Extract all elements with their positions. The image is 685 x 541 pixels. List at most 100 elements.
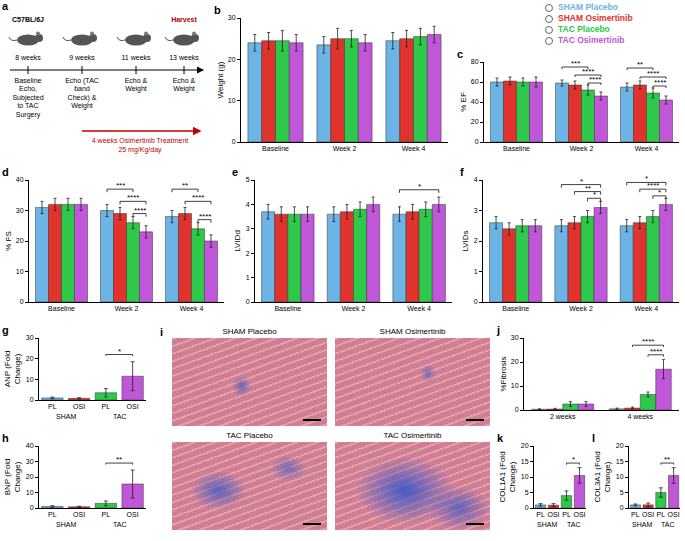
svg-text:10: 10: [511, 382, 519, 389]
svg-text:**: **: [664, 455, 670, 464]
svg-text:2 weeks: 2 weeks: [550, 413, 576, 420]
svg-text:SHAM: SHAM: [56, 413, 76, 420]
svg-text:30: 30: [26, 458, 34, 465]
svg-text:% EF: % EF: [459, 92, 468, 112]
svg-text:Week 2: Week 2: [115, 305, 139, 312]
svg-text:****: ****: [650, 347, 662, 356]
svg-text:to TAC: to TAC: [17, 102, 38, 109]
svg-text:OSI: OSI: [127, 403, 139, 410]
svg-text:**: **: [637, 60, 643, 69]
svg-text:Weight: Weight: [71, 102, 93, 110]
svg-text:Week 2: Week 2: [333, 145, 357, 152]
svg-text:***: ***: [571, 59, 580, 68]
svg-text:8 weeks: 8 weeks: [15, 54, 41, 61]
svg-text:0: 0: [30, 396, 34, 403]
svg-text:80: 80: [471, 58, 479, 65]
svg-text:Week 2: Week 2: [569, 305, 593, 312]
svg-text:10: 10: [616, 473, 624, 480]
svg-text:Baseline: Baseline: [15, 77, 42, 84]
svg-text:10: 10: [228, 97, 236, 104]
svg-text:20: 20: [26, 473, 34, 480]
svg-text:SHAM: SHAM: [537, 521, 557, 528]
svg-text:SHAM: SHAM: [632, 521, 652, 528]
svg-text:C57BL/6J: C57BL/6J: [12, 16, 44, 23]
svg-text:Surgery: Surgery: [16, 111, 41, 119]
svg-text:TAC: TAC: [661, 521, 674, 528]
svg-text:****: ****: [199, 212, 211, 221]
svg-text:Week 4: Week 4: [402, 145, 426, 152]
svg-text:****: ****: [589, 75, 601, 84]
svg-text:0: 0: [515, 406, 519, 413]
svg-text:**: **: [585, 184, 591, 193]
svg-text:0: 0: [30, 504, 34, 511]
svg-text:0: 0: [20, 298, 24, 305]
svg-text:Baseline: Baseline: [262, 145, 289, 152]
svg-text:5: 5: [246, 176, 250, 183]
svg-text:Baseline: Baseline: [274, 305, 301, 312]
svg-text:*: *: [580, 177, 583, 186]
svg-text:10: 10: [521, 473, 529, 480]
svg-text:2: 2: [246, 250, 250, 257]
svg-text:*: *: [418, 182, 421, 191]
svg-text:1: 1: [474, 268, 478, 275]
svg-text:15: 15: [616, 458, 624, 465]
svg-text:0: 0: [246, 298, 250, 305]
svg-text:Week 2: Week 2: [342, 305, 366, 312]
svg-text:Echo (TAC: Echo (TAC: [65, 77, 99, 85]
svg-text:60: 60: [471, 78, 479, 85]
svg-text:20: 20: [16, 237, 24, 244]
svg-text:1: 1: [246, 274, 250, 281]
svg-text:Check) &: Check) &: [68, 94, 97, 102]
svg-text:Week 4: Week 4: [635, 145, 659, 152]
svg-text:10: 10: [26, 489, 34, 496]
svg-text:****: ****: [647, 69, 659, 78]
svg-text:OSI: OSI: [573, 511, 585, 518]
svg-text:5: 5: [525, 489, 529, 496]
svg-text:OSI: OSI: [127, 511, 139, 518]
svg-text:% FS: % FS: [4, 231, 13, 251]
svg-text:20: 20: [511, 358, 519, 365]
svg-text:10: 10: [16, 268, 24, 275]
svg-text:20: 20: [616, 442, 624, 449]
svg-text:OSI: OSI: [642, 511, 654, 518]
svg-text:5: 5: [620, 489, 624, 496]
svg-text:*: *: [645, 174, 648, 183]
svg-text:****: ****: [647, 181, 659, 190]
svg-text:OSI: OSI: [547, 511, 559, 518]
svg-text:15: 15: [521, 458, 529, 465]
svg-text:%Fibrosis: %Fibrosis: [499, 356, 508, 391]
svg-text:TAC: TAC: [113, 413, 126, 420]
svg-text:Weight: Weight: [173, 85, 195, 93]
svg-text:OSI: OSI: [668, 511, 680, 518]
svg-text:Baseline: Baseline: [503, 145, 530, 152]
svg-text:*: *: [118, 347, 121, 356]
svg-text:0: 0: [474, 298, 478, 305]
svg-text:Weight (g): Weight (g): [216, 61, 225, 98]
svg-text:PL: PL: [48, 403, 57, 410]
svg-text:PL: PL: [48, 511, 57, 518]
svg-text:PL: PL: [562, 511, 571, 518]
svg-text:****: ****: [134, 206, 146, 215]
svg-text:20: 20: [228, 56, 236, 63]
svg-text:COL1A1 (FoldChange): COL1A1 (FoldChange): [498, 451, 517, 502]
svg-text:*: *: [658, 188, 661, 197]
svg-text:****: ****: [642, 337, 654, 346]
svg-text:4: 4: [246, 201, 250, 208]
svg-text:Echo &: Echo &: [125, 77, 148, 84]
svg-text:Baseline: Baseline: [48, 305, 75, 312]
svg-text:PL: PL: [536, 511, 545, 518]
svg-text:3: 3: [474, 207, 478, 214]
svg-text:Week 4: Week 4: [635, 305, 659, 312]
svg-text:Echo,: Echo,: [19, 85, 37, 92]
svg-text:Baseline: Baseline: [502, 305, 529, 312]
svg-text:0: 0: [620, 504, 624, 511]
svg-text:Subjected: Subjected: [12, 94, 43, 102]
svg-text:40: 40: [16, 176, 24, 183]
svg-text:4: 4: [474, 176, 478, 183]
svg-text:PL: PL: [102, 403, 111, 410]
svg-text:**: **: [182, 181, 188, 190]
svg-text:20: 20: [471, 118, 479, 125]
svg-text:****: ****: [192, 193, 204, 202]
svg-text:9 weeks: 9 weeks: [69, 54, 95, 61]
svg-text:0: 0: [475, 138, 479, 145]
